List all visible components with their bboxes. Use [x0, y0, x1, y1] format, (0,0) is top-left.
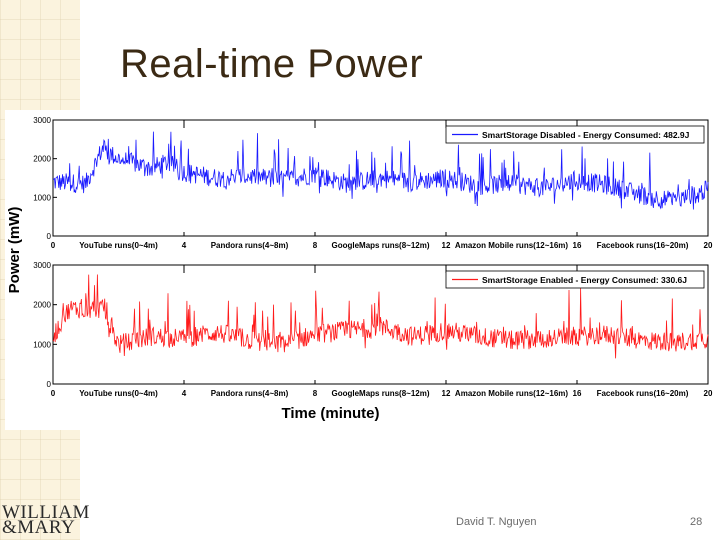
x-tick-label: 20	[704, 241, 713, 250]
x-axis-label: Time (minute)	[281, 405, 379, 422]
plot-frame-1	[52, 119, 709, 237]
x-tick-label: 16	[573, 241, 582, 250]
segment-label: Amazon Mobile runs(12~16m)	[455, 241, 568, 250]
page-number: 28	[690, 516, 703, 528]
segment-label: Pandora runs(4~8m)	[211, 241, 289, 250]
segment-label: GoogleMaps runs(8~12m)	[331, 389, 429, 398]
series-line-disabled	[52, 131, 709, 210]
y-tick-label: 1000	[33, 193, 51, 202]
x-tick-label: 16	[573, 389, 582, 398]
logo-text-line2: &MARY	[2, 517, 76, 538]
logo-text-line1: WILLIAM	[2, 502, 90, 523]
x-tick-label: 8	[313, 389, 318, 398]
y-tick-label: 0	[47, 380, 52, 389]
segment-label: YouTube runs(0~4m)	[79, 389, 158, 398]
segment-label: Amazon Mobile runs(12~16m)	[455, 389, 568, 398]
william-mary-logo: WILLIAM &MARY	[2, 502, 90, 538]
x-tick-label: 0	[51, 389, 56, 398]
x-tick-label: 8	[313, 241, 318, 250]
y-tick-label: 1000	[33, 340, 51, 349]
y-tick-label: 0	[47, 232, 52, 241]
power-chart-figure: Power (mW) 0 1000 2000 3000 0 4 8 12 16 20 YouTube …	[5, 110, 715, 430]
plot-frame-2	[52, 264, 709, 385]
segment-label: Facebook runs(16~20m)	[597, 389, 689, 398]
segment-label: YouTube runs(0~4m)	[79, 241, 158, 250]
segment-label: GoogleMaps runs(8~12m)	[331, 241, 429, 250]
y-tick-label: 2000	[33, 301, 51, 310]
x-tick-label: 12	[442, 241, 451, 250]
y-tick-label: 2000	[33, 155, 51, 164]
segment-label: Facebook runs(16~20m)	[597, 241, 689, 250]
y-axis-label: Power (mW)	[6, 207, 23, 294]
legend-box	[445, 125, 705, 144]
segment-label: Pandora runs(4~8m)	[211, 389, 289, 398]
x-tick-label: 20	[704, 389, 713, 398]
y-tick-label: 3000	[33, 116, 51, 125]
x-tick-label: 4	[182, 389, 187, 398]
legend-label: SmartStorage Disabled - Energy Consumed:…	[482, 130, 690, 140]
legend-box	[445, 270, 705, 289]
legend-label: SmartStorage Enabled - Energy Consumed: …	[482, 275, 687, 285]
x-tick-label: 12	[442, 389, 451, 398]
footer-author: David T. Nguyen	[456, 516, 537, 528]
y-tick-label: 3000	[33, 261, 51, 270]
slide-title: Real-time Power	[120, 42, 424, 86]
x-tick-label: 0	[51, 241, 56, 250]
series-line-enabled	[52, 274, 709, 359]
x-tick-label: 4	[182, 241, 187, 250]
